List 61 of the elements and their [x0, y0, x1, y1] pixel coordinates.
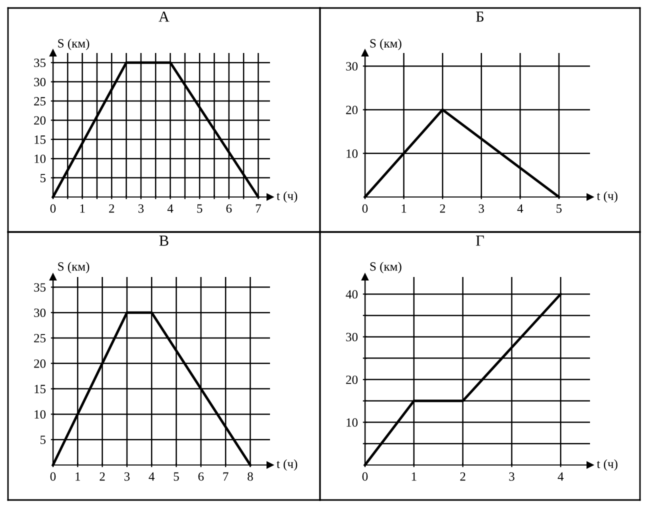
- y-tick-label: 35: [34, 283, 46, 292]
- x-tick-label: 1: [76, 472, 80, 481]
- x-tick-label: 2: [100, 472, 105, 481]
- x-tick-label: 2: [460, 472, 466, 481]
- x-tick-label: 3: [138, 204, 144, 213]
- y-tick-label: 5: [40, 436, 46, 444]
- x-tick-label: 4: [148, 472, 155, 481]
- y-tick-label: 25: [34, 97, 46, 106]
- y-tick-label: 20: [346, 106, 358, 114]
- chart-title: В: [159, 236, 168, 246]
- x-tick-label: 5: [174, 472, 179, 481]
- chart-title: Г: [476, 236, 484, 246]
- y-tick-label: 5: [40, 174, 46, 182]
- y-axis-title: S (км): [58, 262, 90, 274]
- y-tick-label: 10: [346, 149, 358, 158]
- y-axis-title: S (км): [370, 262, 402, 274]
- x-tick-label: 3: [509, 472, 514, 481]
- y-tick-label: 10: [34, 410, 46, 419]
- x-tick-label: 1: [402, 204, 406, 213]
- x-tick-label: 1: [412, 472, 416, 481]
- x-tick-label: 5: [197, 204, 202, 213]
- y-tick-label: 15: [34, 384, 46, 394]
- x-tick-label: 0: [362, 204, 368, 213]
- y-tick-label: 30: [346, 62, 358, 71]
- x-axis-title: t (ч): [276, 459, 298, 471]
- y-tick-label: 25: [34, 334, 46, 342]
- x-tick-label: 7: [223, 472, 228, 481]
- x-tick-label: 1: [80, 204, 85, 213]
- x-tick-label: 2: [440, 204, 446, 213]
- y-axis-title: S (км): [58, 38, 90, 50]
- y-tick-label: 40: [346, 290, 358, 299]
- x-axis-title: t (ч): [276, 191, 298, 203]
- x-tick-label: 0: [362, 472, 368, 481]
- y-tick-label: 35: [34, 58, 46, 68]
- x-tick-label: 6: [226, 204, 232, 213]
- y-tick-label: 30: [346, 332, 358, 342]
- x-tick-label: 7: [256, 204, 262, 213]
- chart-title: А: [158, 12, 170, 22]
- y-tick-label: 30: [34, 308, 46, 318]
- x-tick-label: 4: [167, 204, 174, 213]
- y-tick-label: 20: [34, 116, 46, 125]
- y-tick-label: 15: [34, 135, 46, 144]
- x-tick-label: 4: [558, 472, 564, 481]
- x-tick-label: 4: [517, 204, 524, 213]
- x-tick-label: 8: [248, 472, 253, 481]
- y-tick-label: 30: [34, 78, 46, 86]
- chart-title: Б: [476, 12, 484, 22]
- x-tick-label: 3: [478, 204, 484, 213]
- y-tick-label: 10: [34, 154, 46, 164]
- x-tick-label: 3: [124, 472, 130, 481]
- y-tick-label: 20: [34, 359, 46, 368]
- y-tick-label: 20: [346, 376, 358, 384]
- x-axis-title: t (ч): [596, 459, 618, 471]
- x-tick-label: 0: [50, 204, 56, 213]
- x-tick-label: 6: [198, 472, 204, 481]
- x-tick-label: 2: [109, 204, 114, 213]
- y-axis-title: S (км): [370, 38, 402, 50]
- x-axis-title: t (ч): [596, 191, 618, 203]
- y-tick-label: 10: [346, 418, 358, 427]
- x-tick-label: 0: [50, 472, 56, 481]
- x-tick-label: 5: [556, 204, 562, 213]
